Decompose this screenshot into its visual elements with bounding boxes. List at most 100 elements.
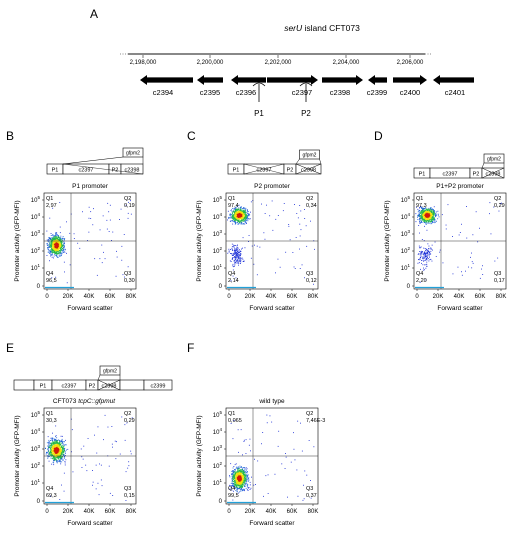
scatter-point xyxy=(239,255,241,257)
scatter-point xyxy=(420,211,422,213)
scatter-point xyxy=(240,218,241,220)
scatter-point xyxy=(53,235,55,237)
scatter-point xyxy=(238,485,240,487)
quadrant-name: Q1 xyxy=(46,196,53,202)
x-axis-label: Forward scatter xyxy=(67,520,113,527)
scatter-point xyxy=(58,240,59,242)
scatter-point xyxy=(63,455,64,456)
scatter-point xyxy=(248,241,249,242)
scatter-point xyxy=(424,252,425,253)
scatter-point xyxy=(60,248,62,250)
scatter-point xyxy=(230,483,232,484)
scatter-point xyxy=(234,260,236,262)
scatter-point xyxy=(235,487,237,489)
scatter-point xyxy=(234,221,235,222)
scatter-point xyxy=(246,469,247,471)
scatter-point xyxy=(244,220,245,222)
scatter-point xyxy=(245,472,247,474)
scatter-point xyxy=(53,252,55,253)
scatter-point xyxy=(55,252,57,254)
scatter-point xyxy=(65,444,67,446)
scatter-point xyxy=(57,453,59,454)
scatter-point xyxy=(240,216,242,218)
scatter-point xyxy=(432,212,434,214)
scatter-point xyxy=(431,211,432,213)
scatter-point xyxy=(434,210,436,212)
scatter-point xyxy=(53,438,55,440)
scatter-point xyxy=(239,485,241,487)
scatter-point xyxy=(294,204,295,205)
scatter-point xyxy=(60,454,61,456)
scatter-point xyxy=(58,444,60,446)
scatter-point xyxy=(422,208,423,210)
scatter-point xyxy=(106,219,108,221)
scatter-point xyxy=(52,457,54,459)
quadrant-value-q4: 99,5 xyxy=(228,493,239,499)
scatter-point xyxy=(425,207,427,208)
scatter-point xyxy=(238,264,239,266)
scatter-point xyxy=(60,448,62,450)
scatter-point xyxy=(262,432,264,433)
scatter-point xyxy=(57,457,59,459)
scatter-point xyxy=(59,256,61,257)
scatter-point xyxy=(236,256,237,258)
scatter-point xyxy=(62,445,64,447)
scatter-point xyxy=(53,246,55,248)
scatter-point xyxy=(53,243,55,245)
scatter-point xyxy=(493,206,495,208)
scatter-point xyxy=(53,462,55,464)
scatter-point xyxy=(56,459,57,461)
scatter-point xyxy=(63,249,64,251)
scatter-point xyxy=(53,449,55,451)
scatter-point xyxy=(418,214,420,216)
scatter-point xyxy=(247,212,249,214)
scatter-point xyxy=(59,238,61,240)
scatter-point xyxy=(235,210,237,211)
gene-arrow xyxy=(322,75,363,85)
scatter-point xyxy=(421,253,423,255)
scatter-point xyxy=(243,441,245,442)
scatter-point xyxy=(420,217,422,219)
scatter-point xyxy=(60,249,61,251)
scatter-point xyxy=(58,242,60,244)
scatter-point xyxy=(235,218,237,220)
y-tick-label: 104 xyxy=(401,212,411,221)
scatter-point xyxy=(64,441,65,443)
scatter-point xyxy=(99,229,101,231)
y-tick-label: 101 xyxy=(401,263,411,272)
scatter-point xyxy=(236,487,238,489)
scatter-point xyxy=(243,223,245,225)
y-axis-label: Promoter activity (GFP-MFI) xyxy=(196,415,203,496)
scatter-point xyxy=(49,242,50,244)
scatter-point xyxy=(47,445,49,447)
scatter-point xyxy=(234,262,236,264)
scatter-point xyxy=(232,470,233,472)
scatter-point xyxy=(242,486,243,488)
scatter-point xyxy=(281,463,283,465)
scatter-point xyxy=(232,486,234,487)
scatter-point xyxy=(433,219,434,221)
scatter-point xyxy=(46,245,48,246)
scatter-point xyxy=(230,423,232,424)
scatter-point xyxy=(429,216,431,217)
scatter-point xyxy=(57,241,58,243)
scatter-point xyxy=(240,471,241,473)
scatter-point xyxy=(428,260,430,262)
scatter-point xyxy=(128,461,130,463)
scatter-point xyxy=(266,204,267,206)
scatter-point xyxy=(235,212,237,214)
scatter-point xyxy=(435,256,437,257)
scatter-point xyxy=(425,212,427,214)
scatter-point xyxy=(428,216,430,218)
scatter-point xyxy=(241,218,243,219)
scatter-point xyxy=(419,215,421,216)
scatter-point xyxy=(51,255,53,256)
scatter-point xyxy=(435,213,437,215)
scatter-point xyxy=(63,252,64,253)
scatter-point xyxy=(233,244,235,246)
scatter-point xyxy=(55,248,57,250)
scatter-point xyxy=(457,266,459,268)
scatter-point xyxy=(245,474,246,476)
scatter-point xyxy=(59,451,61,453)
scatter-point xyxy=(54,442,56,444)
